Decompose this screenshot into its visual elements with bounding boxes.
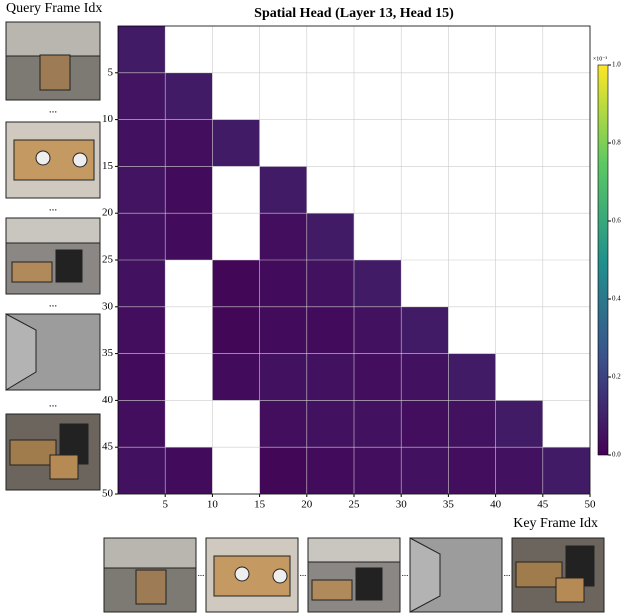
heatmap-cell [496, 400, 543, 447]
heatmap-cell [260, 307, 307, 354]
heatmap-cell [401, 307, 448, 354]
colorbar-tick-label: 0.0 [612, 451, 621, 459]
y-tick-label: 45 [102, 441, 114, 453]
heatmap-cell [212, 120, 259, 167]
y-tick-label: 5 [108, 66, 114, 78]
heatmap-cell [448, 400, 495, 447]
x-tick-label: 30 [396, 499, 408, 511]
heatmap-cell [307, 213, 354, 260]
heatmap-cell [212, 307, 259, 354]
heatmap-cell [212, 354, 259, 401]
key-thumbnails [104, 538, 604, 612]
separator: ... [49, 104, 58, 116]
heatmap-cell [307, 447, 354, 494]
heatmap-cell [307, 354, 354, 401]
heatmap-cell [118, 260, 165, 307]
y-tick-label: 50 [102, 488, 114, 500]
y-tick-label: 20 [102, 207, 114, 219]
heatmap-cell [165, 213, 212, 260]
x-tick-label: 50 [585, 499, 597, 511]
heatmap-cell [118, 120, 165, 167]
heatmap-cell [260, 354, 307, 401]
separator: ... [504, 568, 511, 578]
heatmap-cell [543, 447, 590, 494]
heatmap-cell [401, 447, 448, 494]
heatmap-cell [448, 354, 495, 401]
heatmap-cell [307, 400, 354, 447]
heatmap-cell [118, 307, 165, 354]
heatmap-cell [354, 307, 401, 354]
colorbar-tick-label: 0.8 [612, 139, 621, 147]
x-tick-label: 20 [301, 499, 313, 511]
heatmap-cell [118, 166, 165, 213]
colorbar-label: ×10⁻³ [593, 56, 608, 62]
separator: ... [49, 398, 58, 410]
heatmap-cell [401, 354, 448, 401]
colorbar-tick-label: 1.0 [612, 61, 621, 69]
heatmap-cell [354, 400, 401, 447]
heatmap-cell [212, 260, 259, 307]
colorbar-tick-label: 0.4 [612, 295, 621, 303]
heatmap-cell [496, 447, 543, 494]
heatmap-cell [260, 447, 307, 494]
separator: ... [300, 568, 307, 578]
y-tick-label: 10 [102, 113, 114, 125]
heatmap-cell [165, 166, 212, 213]
heatmap-cell [260, 166, 307, 213]
x-tick-label: 10 [207, 499, 219, 511]
heatmap-cell [118, 213, 165, 260]
chart: Query Frame Idx Spatial Head (Layer 13, … [0, 0, 624, 615]
y-tick-label: 40 [102, 394, 114, 406]
heatmap-cell [118, 447, 165, 494]
heatmap-cell [354, 260, 401, 307]
heatmap-cell [354, 354, 401, 401]
x-tick-label: 40 [490, 499, 502, 511]
colorbar-tick-label: 0.2 [612, 373, 621, 381]
x-tick-label: 25 [349, 499, 361, 511]
y-tick-label: 15 [102, 160, 114, 172]
separator: ... [198, 568, 205, 578]
x-tick-label: 15 [254, 499, 266, 511]
y-axis-label: Query Frame Idx [6, 1, 102, 16]
separator: ... [49, 298, 58, 310]
heatmap-cell [118, 354, 165, 401]
heatmap-cell [118, 400, 165, 447]
colorbar-tick-label: 0.6 [612, 217, 621, 225]
separator: ... [49, 202, 58, 214]
heatmap-cell [448, 447, 495, 494]
query-thumbnails [6, 22, 100, 490]
y-tick-label: 25 [102, 254, 114, 266]
colorbar [598, 65, 608, 455]
heatmap-cell [260, 400, 307, 447]
heatmap-cell [118, 73, 165, 120]
x-tick-label: 35 [443, 499, 455, 511]
x-axis-label: Key Frame Idx [513, 516, 598, 531]
y-tick-label: 30 [102, 300, 114, 312]
x-tick-label: 5 [162, 499, 168, 511]
heatmap-cell [260, 213, 307, 260]
heatmap-cell [260, 260, 307, 307]
heatmap-cell [401, 400, 448, 447]
heatmap-cell [307, 307, 354, 354]
separator: ... [402, 568, 409, 578]
chart-title: Spatial Head (Layer 13, Head 15) [254, 6, 454, 21]
y-tick-label: 35 [102, 347, 114, 359]
x-tick-label: 45 [537, 499, 549, 511]
heatmap-cell [165, 73, 212, 120]
heatmap-cell [165, 447, 212, 494]
heatmap-cell [307, 260, 354, 307]
heatmap-cell [354, 447, 401, 494]
heatmap-cell [118, 26, 165, 73]
heatmap-cell [165, 120, 212, 167]
